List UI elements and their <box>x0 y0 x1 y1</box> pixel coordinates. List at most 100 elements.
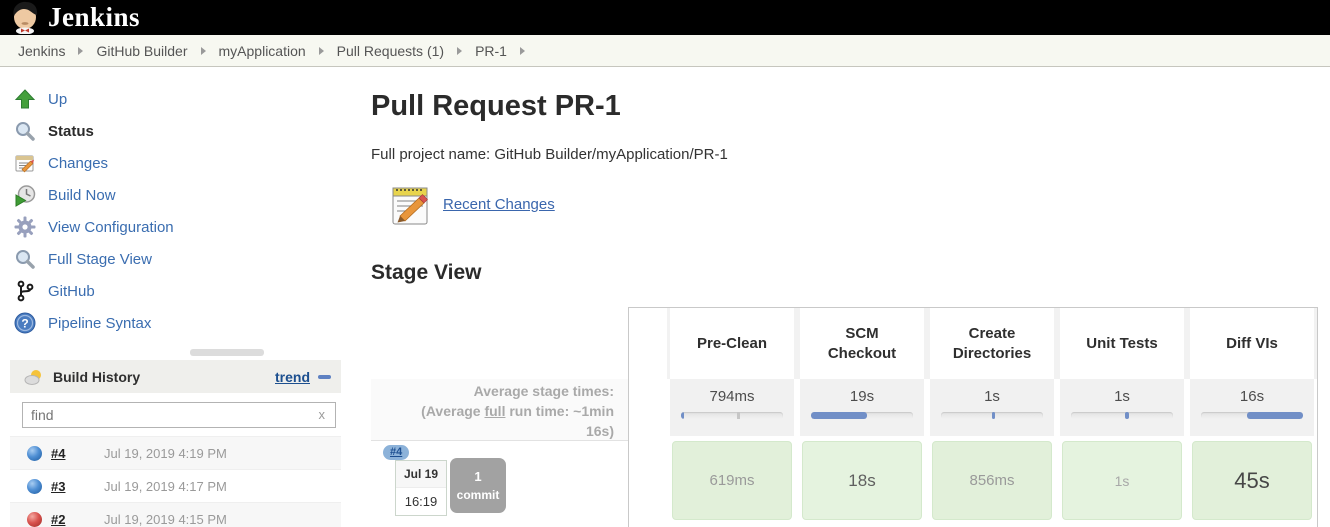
notepad-large-icon[interactable] <box>389 181 433 227</box>
build-status-ball-blue-icon[interactable] <box>27 445 42 461</box>
build-history-find-wrap: x <box>10 393 341 436</box>
recent-changes: Recent Changes <box>389 181 555 227</box>
sidebar-item-label: Full Stage View <box>48 250 152 268</box>
stage-header: Diff VIs <box>1190 308 1314 379</box>
sidebar-item-label: Status <box>48 122 94 140</box>
svg-text:?: ? <box>21 317 28 331</box>
stage-duration-cell[interactable]: 619ms <box>672 441 792 520</box>
avg-time-bar <box>681 412 783 419</box>
build-history-resize-handle[interactable] <box>190 349 264 356</box>
sidebar-item-up[interactable]: Up <box>12 83 352 115</box>
sidebar-item-label: View Configuration <box>48 218 174 236</box>
build-history-panel: Build History trend x #4 Jul 19, 2019 4:… <box>10 360 341 527</box>
sidebar-item-label: Pipeline Syntax <box>48 314 152 332</box>
magnifier-icon <box>12 120 38 142</box>
stage-duration-cell[interactable]: 18s <box>802 441 922 520</box>
average-stage-times-caption: Average stage times: (Average full run t… <box>371 379 628 441</box>
stage-header-row: Pre-Clean SCM Checkout Create Directorie… <box>629 308 1317 379</box>
breadcrumb: Jenkins GitHub Builder myApplication Pul… <box>0 35 1330 67</box>
stage-duration-cell[interactable]: 1s <box>1062 441 1182 520</box>
sidebar-item-github[interactable]: GitHub <box>12 275 352 307</box>
average-times-row: 794ms 19s 1s 1s 16s <box>629 379 1317 436</box>
jenkins-butler-icon[interactable] <box>10 1 40 34</box>
collapse-dash-icon[interactable] <box>318 374 331 379</box>
find-clear-icon[interactable]: x <box>318 407 326 422</box>
commit-count-box[interactable]: 1 commit <box>450 458 506 513</box>
build-id-link[interactable]: #2 <box>51 511 66 527</box>
sidebar-item-label: GitHub <box>48 282 95 300</box>
average-time-cell: 16s <box>1190 379 1314 436</box>
gear-icon <box>12 216 38 238</box>
stage-header: Create Directories <box>930 308 1054 379</box>
build-date: Jul 19 <box>396 461 446 488</box>
page-title: Pull Request PR-1 <box>371 90 621 122</box>
question-circle-icon: ? <box>12 312 38 334</box>
magnifier-icon <box>12 248 38 270</box>
sidebar-item-pipeline-syntax[interactable]: ? Pipeline Syntax <box>12 307 352 339</box>
stage-view-heading: Stage View <box>371 261 482 284</box>
breadcrumb-item-pull-requests[interactable]: Pull Requests (1) <box>336 42 445 59</box>
build-status-ball-blue-icon[interactable] <box>27 478 42 494</box>
breadcrumb-item-github-builder[interactable]: GitHub Builder <box>96 42 188 59</box>
breadcrumb-arrow-icon <box>78 46 84 55</box>
build-id-link[interactable]: #3 <box>51 478 66 494</box>
commit-count: 1 <box>474 469 482 484</box>
avg-time-bar <box>811 412 913 419</box>
git-branch-icon <box>12 280 38 302</box>
weather-icon <box>24 369 43 385</box>
breadcrumb-arrow-icon[interactable] <box>519 46 525 55</box>
up-arrow-icon <box>12 88 38 110</box>
stage-duration-cell[interactable]: 45s <box>1192 441 1312 520</box>
full-run-time-link[interactable]: full <box>484 403 506 419</box>
stage-header: SCM Checkout <box>800 308 924 379</box>
average-time-cell: 794ms <box>670 379 794 436</box>
jenkins-logo-text[interactable]: Jenkins <box>48 2 141 32</box>
sidebar-item-changes[interactable]: Changes <box>12 147 352 179</box>
stage-view-build-cell: #4 Jul 19 16:19 1 commit <box>371 441 628 527</box>
build-id-link[interactable]: #4 <box>51 445 66 461</box>
avg-time-bar <box>1071 412 1173 419</box>
trend-link[interactable]: trend <box>275 368 310 385</box>
average-time-cell: 1s <box>1060 379 1184 436</box>
average-time-cell: 19s <box>800 379 924 436</box>
sidebar-item-label: Changes <box>48 154 109 172</box>
recent-changes-link[interactable]: Recent Changes <box>443 195 555 213</box>
build-timestamp: Jul 19, 2019 4:15 PM <box>104 511 227 527</box>
breadcrumb-item-jenkins[interactable]: Jenkins <box>18 42 66 59</box>
breadcrumb-item-pr-1[interactable]: PR-1 <box>475 42 507 59</box>
clock-play-icon <box>12 184 38 207</box>
breadcrumb-arrow-icon <box>200 46 206 55</box>
full-project-name: Full project name: GitHub Builder/myAppl… <box>371 146 728 163</box>
sidebar: Up Status Changes Build Now View Configu… <box>12 83 352 339</box>
build-number-badge[interactable]: #4 <box>383 445 410 460</box>
build-time: 16:19 <box>396 488 446 515</box>
build-row-3[interactable]: #3 Jul 19, 2019 4:17 PM <box>10 469 341 502</box>
notepad-icon <box>12 153 38 174</box>
sidebar-item-label: Up <box>48 90 68 108</box>
build-row-2[interactable]: #2 Jul 19, 2019 4:15 PM <box>10 502 341 527</box>
avg-time-bar <box>1201 412 1303 419</box>
build-timestamp: Jul 19, 2019 4:19 PM <box>104 445 227 461</box>
stage-duration-cell[interactable]: 856ms <box>932 441 1052 520</box>
sidebar-item-full-stage-view[interactable]: Full Stage View <box>12 243 352 275</box>
sidebar-item-build-now[interactable]: Build Now <box>12 179 352 211</box>
breadcrumb-arrow-icon <box>457 46 463 55</box>
stage-header: Pre-Clean <box>670 308 794 379</box>
avg-time-bar <box>941 412 1043 419</box>
build-history-header: Build History trend <box>10 360 341 393</box>
build-status-ball-red-icon[interactable] <box>27 511 42 527</box>
average-time-cell: 1s <box>930 379 1054 436</box>
sidebar-item-status[interactable]: Status <box>12 115 352 147</box>
build-history-find-input[interactable] <box>22 402 336 428</box>
build-timestamp: Jul 19, 2019 4:17 PM <box>104 478 227 494</box>
build-history-title: Build History <box>53 368 141 385</box>
stage-view-table: Pre-Clean SCM Checkout Create Directorie… <box>628 307 1318 527</box>
build-row-4[interactable]: #4 Jul 19, 2019 4:19 PM <box>10 436 341 469</box>
breadcrumb-item-myapplication[interactable]: myApplication <box>218 42 306 59</box>
sidebar-item-view-configuration[interactable]: View Configuration <box>12 211 352 243</box>
commit-label: commit <box>456 488 500 502</box>
top-bar: Jenkins <box>0 0 1330 35</box>
stage-header: Unit Tests <box>1060 308 1184 379</box>
build-date-box[interactable]: Jul 19 16:19 <box>395 460 447 516</box>
